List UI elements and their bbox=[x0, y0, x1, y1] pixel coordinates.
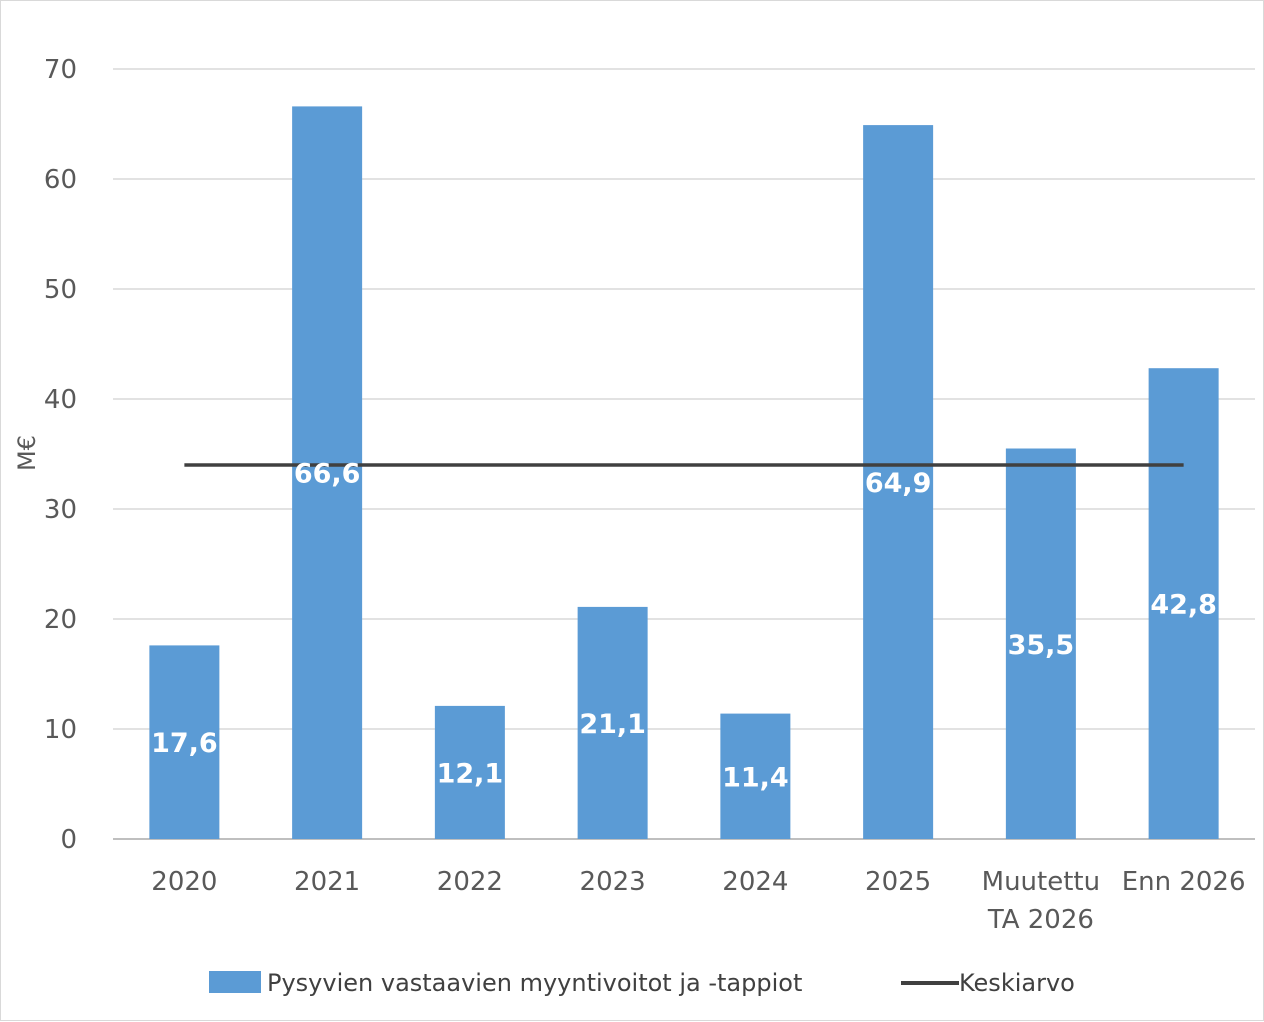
data-label: 66,6 bbox=[294, 459, 361, 490]
y-tick-label: 50 bbox=[44, 275, 77, 305]
bar bbox=[149, 645, 220, 839]
y-tick-label: 10 bbox=[44, 715, 77, 745]
data-label: 11,4 bbox=[722, 762, 789, 793]
x-axis-ticks: 2020 2021 2022 2023 2024 2025 Muutettu TA 2026 E… bbox=[151, 867, 1245, 935]
bars bbox=[149, 106, 1219, 840]
x-tick-label: Enn 2026 bbox=[1122, 867, 1246, 897]
x-tick-label: 2022 bbox=[437, 867, 503, 897]
y-tick-label: 0 bbox=[60, 825, 77, 855]
y-tick-label: 60 bbox=[44, 165, 77, 195]
x-tick-label: 2021 bbox=[294, 867, 360, 897]
x-tick-label: Muutettu TA 2026 bbox=[982, 867, 1100, 935]
y-tick-label: 40 bbox=[44, 385, 77, 415]
bar bbox=[1005, 448, 1076, 839]
y-tick-label: 20 bbox=[44, 605, 77, 635]
data-label: 17,6 bbox=[151, 728, 218, 759]
legend-label-average: Keskiarvo bbox=[959, 969, 1075, 997]
bar bbox=[577, 606, 648, 839]
x-tick-label: 2020 bbox=[151, 867, 217, 897]
bar bbox=[863, 125, 934, 840]
data-labels: 17,6 66,6 12,1 21,1 11,4 64,9 35,5 42,8 bbox=[151, 459, 1217, 794]
y-axis-ticks: 0 10 20 30 40 50 60 70 bbox=[44, 55, 77, 855]
data-label: 42,8 bbox=[1150, 590, 1217, 621]
legend: Pysyvien vastaavien myyntivoitot ja -tap… bbox=[209, 969, 1075, 997]
bar bbox=[434, 705, 505, 839]
legend-swatch-bars bbox=[209, 971, 261, 993]
x-tick-label: 2025 bbox=[865, 867, 931, 897]
gridlines bbox=[113, 68, 1255, 840]
y-axis-label: M€ bbox=[13, 435, 41, 471]
data-label: 64,9 bbox=[865, 468, 932, 499]
data-label: 21,1 bbox=[579, 709, 646, 740]
bar bbox=[720, 713, 791, 839]
y-tick-label: 70 bbox=[44, 55, 77, 85]
x-tick-label: 2024 bbox=[722, 867, 788, 897]
data-label: 35,5 bbox=[1008, 630, 1075, 661]
y-tick-label: 30 bbox=[44, 495, 77, 525]
bar bbox=[1148, 368, 1219, 839]
bar bbox=[292, 106, 363, 839]
x-tick-label: 2023 bbox=[580, 867, 646, 897]
legend-label-bars: Pysyvien vastaavien myyntivoitot ja -tap… bbox=[267, 969, 802, 997]
data-label: 12,1 bbox=[437, 758, 504, 789]
